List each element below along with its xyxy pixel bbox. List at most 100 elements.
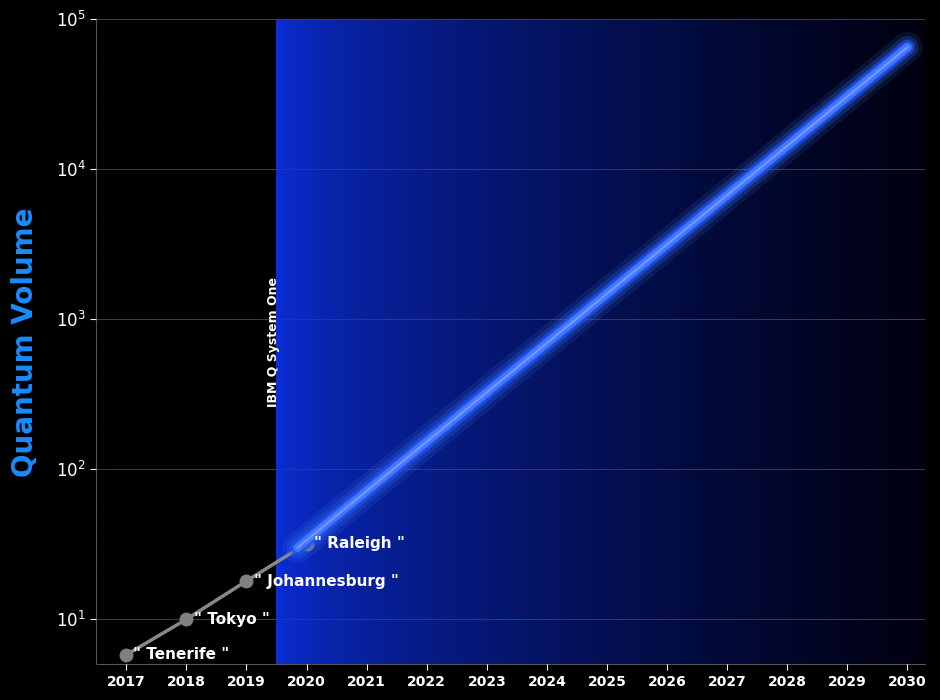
Bar (712, 19, 713, 664)
Bar (371, 19, 374, 664)
Bar (891, 19, 893, 664)
Bar (577, 19, 579, 664)
Bar (285, 19, 288, 664)
Bar (895, 19, 898, 664)
Bar (383, 19, 384, 664)
Bar (398, 19, 400, 664)
Bar (856, 19, 858, 664)
Bar (634, 19, 635, 664)
Bar (757, 19, 759, 664)
Bar (324, 19, 326, 664)
Bar (742, 19, 744, 664)
Bar (647, 19, 649, 664)
Bar (464, 19, 467, 664)
Bar (359, 19, 361, 664)
Bar (436, 19, 439, 664)
Bar (817, 19, 820, 664)
Bar (882, 19, 885, 664)
Bar (720, 19, 722, 664)
Bar (785, 19, 787, 664)
Bar (835, 19, 837, 664)
Bar (446, 19, 447, 664)
Bar (374, 19, 376, 664)
Bar (921, 19, 923, 664)
Bar (893, 19, 895, 664)
Bar (434, 19, 436, 664)
Bar (733, 19, 735, 664)
Bar (655, 19, 657, 664)
Bar (540, 19, 542, 664)
Bar (637, 19, 640, 664)
Bar (278, 19, 281, 664)
Bar (508, 19, 510, 664)
Bar (529, 19, 532, 664)
Bar (822, 19, 823, 664)
Bar (400, 19, 402, 664)
Bar (718, 19, 720, 664)
Bar (767, 19, 770, 664)
Bar (290, 19, 291, 664)
Bar (534, 19, 536, 664)
Bar (421, 19, 424, 664)
Bar (571, 19, 572, 664)
Bar (808, 19, 811, 664)
Bar (350, 19, 352, 664)
Bar (562, 19, 564, 664)
Bar (389, 19, 391, 664)
Bar (888, 19, 891, 664)
Bar (900, 19, 901, 664)
Bar (878, 19, 880, 664)
Bar (761, 19, 763, 664)
Bar (828, 19, 830, 664)
Bar (728, 19, 730, 664)
Bar (854, 19, 856, 664)
Bar (521, 19, 523, 664)
Bar (670, 19, 672, 664)
Bar (592, 19, 594, 664)
Bar (441, 19, 443, 664)
Bar (802, 19, 805, 664)
Bar (354, 19, 356, 664)
Bar (311, 19, 313, 664)
Bar (685, 19, 687, 664)
Bar (300, 19, 303, 664)
Bar (384, 19, 386, 664)
Bar (413, 19, 415, 664)
Bar (590, 19, 592, 664)
Bar (876, 19, 878, 664)
Bar (776, 19, 778, 664)
Bar (620, 19, 622, 664)
Bar (692, 19, 694, 664)
Bar (554, 19, 556, 664)
Bar (675, 19, 677, 664)
Bar (880, 19, 882, 664)
Bar (594, 19, 597, 664)
Bar (724, 19, 727, 664)
Bar (474, 19, 476, 664)
Bar (346, 19, 348, 664)
Bar (916, 19, 919, 664)
Bar (770, 19, 772, 664)
Bar (582, 19, 584, 664)
Bar (709, 19, 712, 664)
Bar (486, 19, 489, 664)
Bar (419, 19, 421, 664)
Bar (365, 19, 368, 664)
Bar (811, 19, 813, 664)
Bar (499, 19, 501, 664)
Bar (649, 19, 650, 664)
Bar (386, 19, 389, 664)
Bar (780, 19, 783, 664)
Bar (898, 19, 900, 664)
Bar (627, 19, 629, 664)
Bar (396, 19, 398, 664)
Text: " Tenerife ": " Tenerife " (133, 648, 229, 662)
Bar (603, 19, 605, 664)
Bar (291, 19, 294, 664)
Bar (294, 19, 296, 664)
Bar (833, 19, 835, 664)
Bar (556, 19, 557, 664)
Bar (476, 19, 478, 664)
Bar (525, 19, 527, 664)
Bar (694, 19, 697, 664)
